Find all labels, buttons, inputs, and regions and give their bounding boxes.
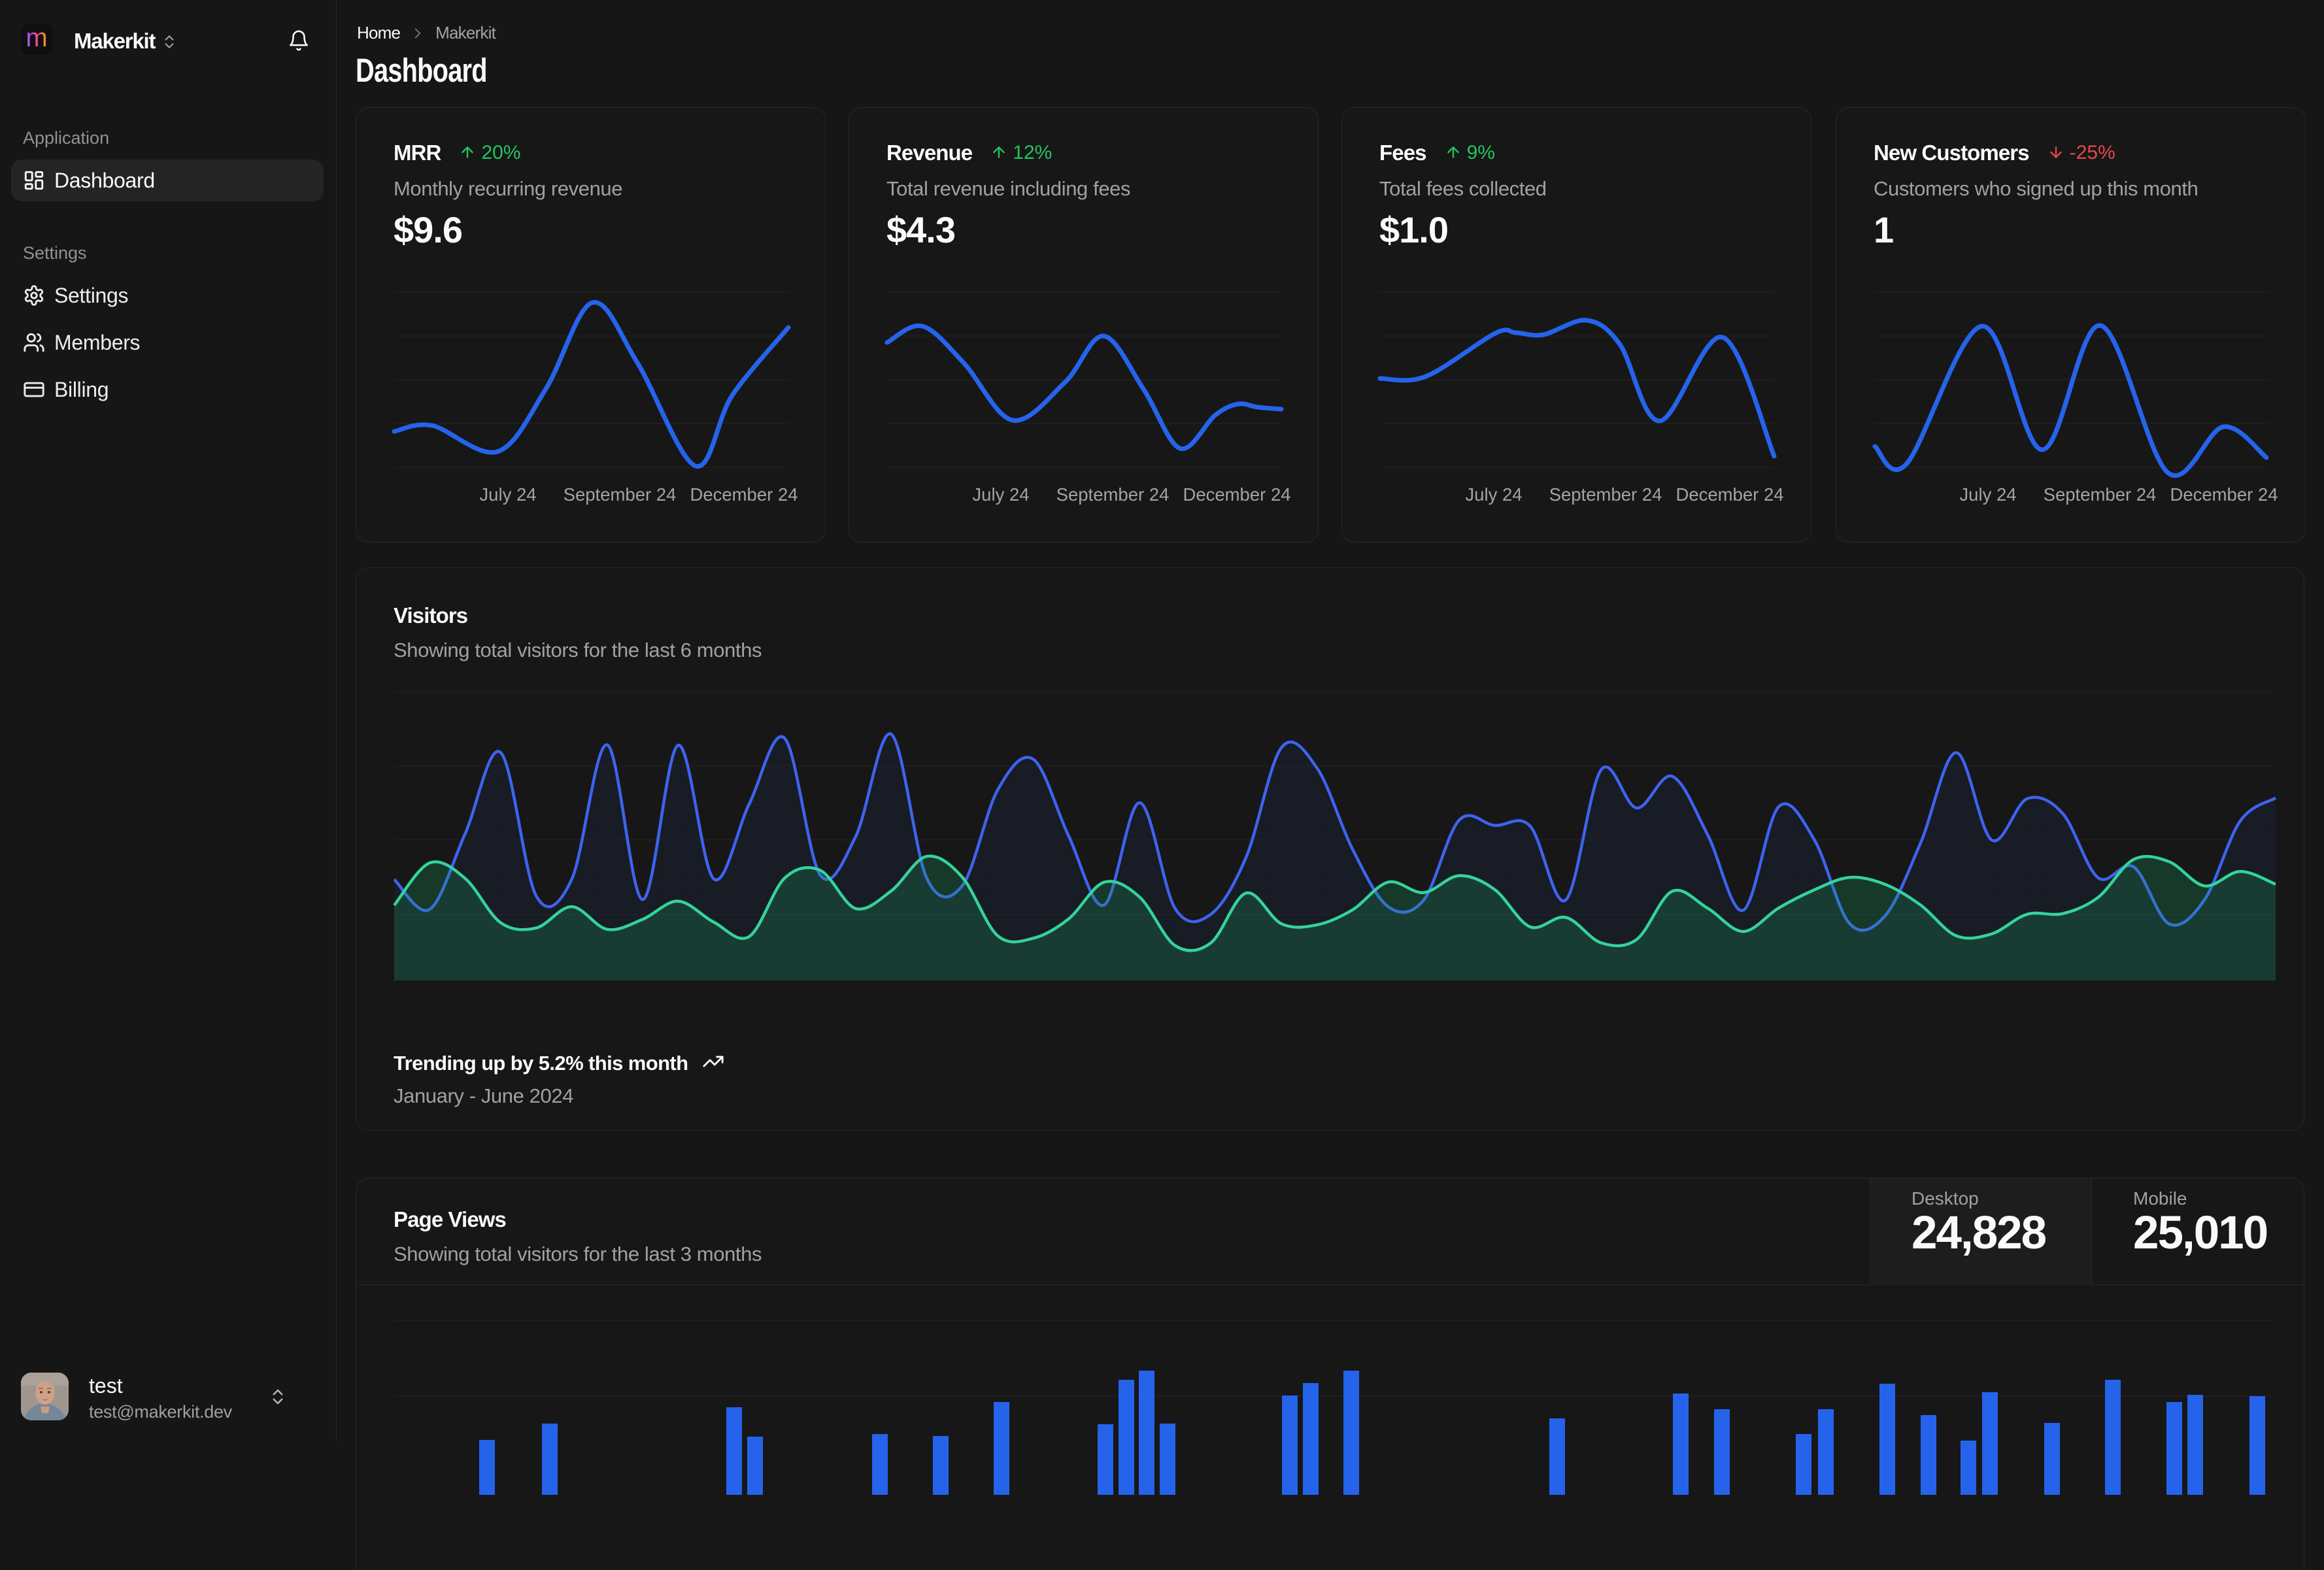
svg-text:September 24: September 24 xyxy=(1056,484,1170,505)
svg-text:September 24: September 24 xyxy=(2044,484,2157,505)
svg-text:September 24: September 24 xyxy=(564,484,677,505)
svg-text:December 24: December 24 xyxy=(1183,484,1290,505)
svg-text:July 24: July 24 xyxy=(972,484,1029,505)
svg-text:July 24: July 24 xyxy=(1959,484,2016,505)
svg-text:July 24: July 24 xyxy=(1465,484,1522,505)
svg-text:December 24: December 24 xyxy=(1676,484,1783,505)
svg-text:July 24: July 24 xyxy=(479,484,536,505)
svg-text:December 24: December 24 xyxy=(2170,484,2278,505)
svg-text:December 24: December 24 xyxy=(690,484,798,505)
svg-text:September 24: September 24 xyxy=(1549,484,1662,505)
svg-text:m: m xyxy=(25,24,47,52)
